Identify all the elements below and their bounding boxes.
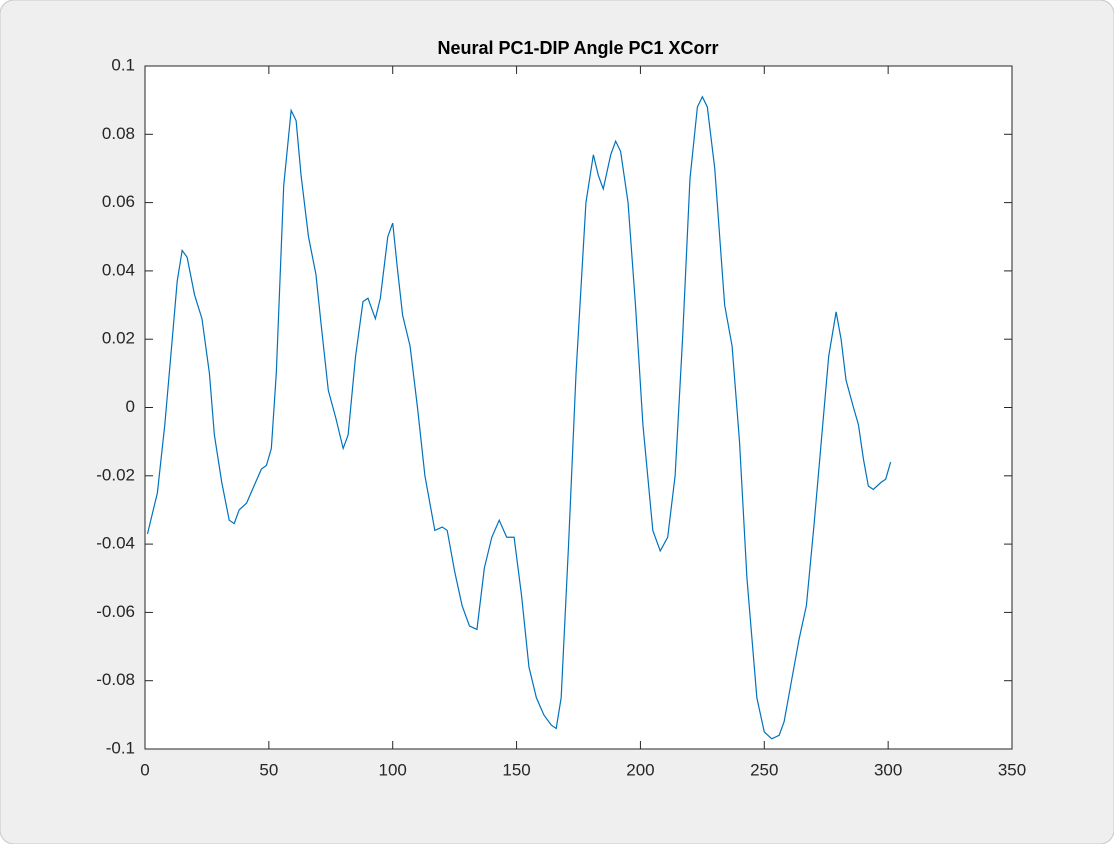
data-line <box>146 95 892 740</box>
x-tick-label: 300 <box>874 760 902 779</box>
y-tick-label: 0.06 <box>102 192 135 211</box>
y-tick-label: 0.08 <box>102 124 135 143</box>
y-tick-label: -0.1 <box>106 738 135 757</box>
x-tick-label: 0 <box>140 760 149 779</box>
y-tick-label: 0.1 <box>111 55 135 74</box>
y-tick-label: -0.08 <box>96 670 135 689</box>
x-tick-label: 50 <box>259 760 278 779</box>
x-tick-label: 100 <box>379 760 407 779</box>
y-tick-label: -0.02 <box>96 465 135 484</box>
x-tick-label: 150 <box>502 760 530 779</box>
y-tick-label: -0.04 <box>96 534 135 553</box>
chart-title: Neural PC1-DIP Angle PC1 XCorr <box>437 38 718 58</box>
x-tick-label: 350 <box>998 760 1026 779</box>
y-tick-label: -0.06 <box>96 602 135 621</box>
y-tick-label: 0.04 <box>102 260 135 279</box>
y-tick-label: 0 <box>126 397 135 416</box>
x-tick-label: 200 <box>626 760 654 779</box>
axes-box <box>144 65 1013 750</box>
x-tick-label: 250 <box>750 760 778 779</box>
y-tick-label: 0.02 <box>102 329 135 348</box>
